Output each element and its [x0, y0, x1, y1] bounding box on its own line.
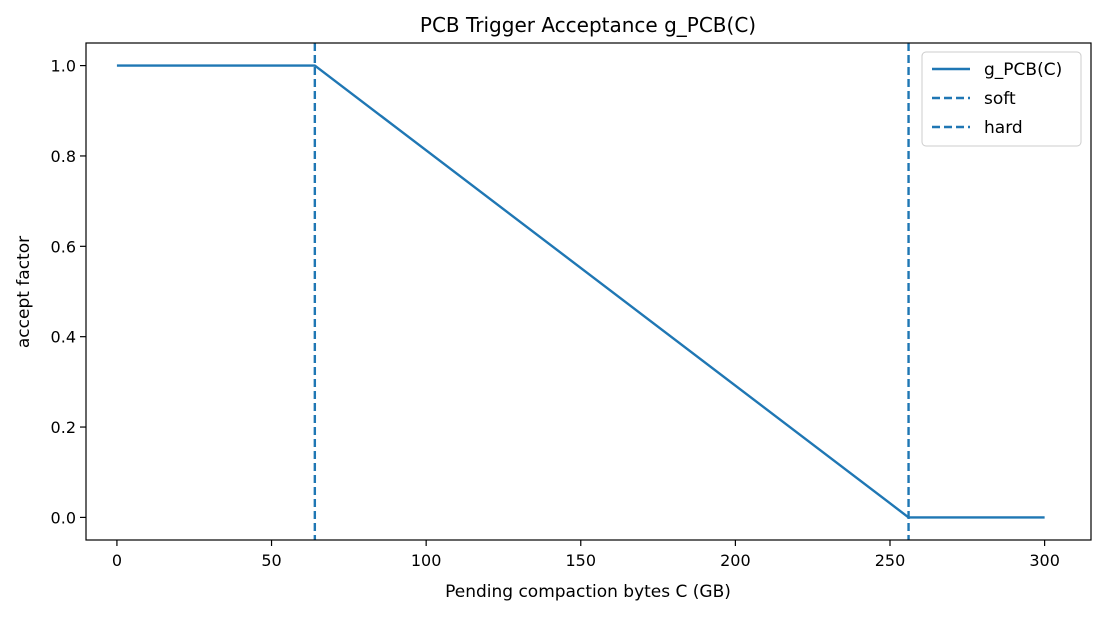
y-tick-label-4: 0.8 — [51, 147, 76, 166]
y-axis-label: accept factor — [14, 236, 34, 348]
x-tick-label-5: 250 — [875, 551, 906, 570]
y-tick-label-0: 0.0 — [51, 508, 76, 527]
x-tick-label-3: 150 — [565, 551, 596, 570]
x-axis-label: Pending compaction bytes C (GB) — [445, 582, 731, 602]
chart-title: PCB Trigger Acceptance g_PCB(C) — [420, 13, 756, 37]
x-tick-label-6: 300 — [1029, 551, 1060, 570]
legend-label-2: hard — [984, 118, 1023, 138]
legend-label-0: g_PCB(C) — [984, 60, 1062, 80]
axes-frame — [85, 42, 1092, 541]
legend-box — [921, 51, 1082, 147]
x-tick-label-0: 0 — [112, 551, 122, 570]
x-tick-label-2: 100 — [411, 551, 442, 570]
y-tick-label-3: 0.6 — [51, 237, 76, 256]
series-line-0 — [116, 64, 1045, 519]
legend-label-1: soft — [984, 89, 1016, 109]
y-tick-label-5: 1.0 — [51, 57, 76, 76]
y-tick-label-2: 0.4 — [51, 328, 76, 347]
x-tick-label-4: 200 — [720, 551, 751, 570]
plot-layer: 0 50 100 150 200 250 300 0.0 0.2 0.4 0.6 0.8 1.0 g_PC… — [51, 42, 1092, 570]
x-tick-label-1: 50 — [261, 551, 281, 570]
y-tick-label-1: 0.2 — [51, 418, 76, 437]
